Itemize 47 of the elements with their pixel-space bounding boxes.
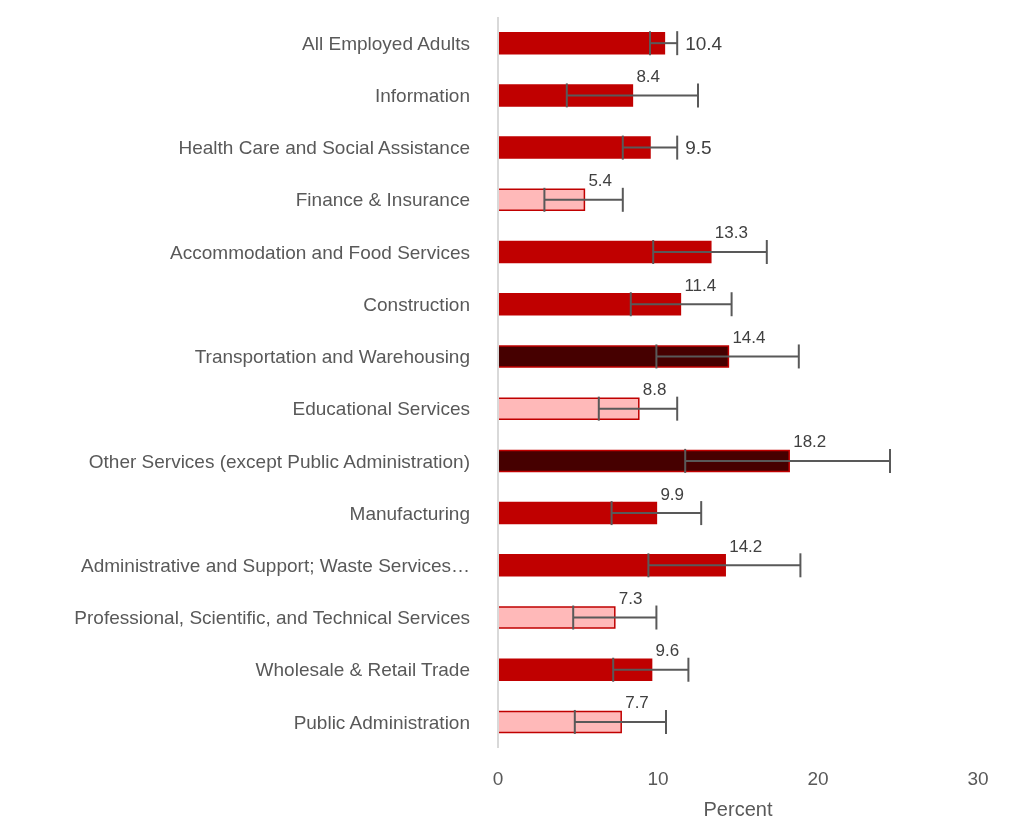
data-label: 18.2: [793, 432, 827, 452]
data-label: 8.4: [636, 66, 661, 86]
bar: [498, 658, 653, 681]
bar: [498, 710, 622, 734]
data-label: 7.7: [625, 693, 649, 713]
y-tick-label: Other Services (except Public Administration): [88, 450, 470, 472]
bar: [498, 449, 790, 473]
bar: [498, 345, 730, 368]
y-tick-label: Accommodation and Food Services: [170, 241, 470, 263]
y-tick-label: Administrative and Support; Waste Services…: [81, 554, 470, 576]
bar: [498, 397, 640, 420]
data-label: 7.3: [618, 588, 643, 608]
y-tick-label: Professional, Scientific, and Technical Services: [74, 607, 470, 629]
y-tick-label: All Employed Adults: [302, 32, 470, 54]
y-tick-label: Wholesale & Retail Trade: [255, 659, 470, 681]
x-tick-label: 10: [647, 768, 669, 790]
y-tick-label: Construction: [363, 293, 470, 315]
x-tick-label: 0: [492, 768, 504, 790]
bar: [498, 240, 712, 264]
x-tick-label: 20: [807, 768, 829, 790]
bar: [498, 501, 658, 525]
data-label: 8.8: [642, 380, 667, 400]
x-tick-label: 30: [967, 768, 989, 790]
data-label: 5.4: [588, 171, 613, 191]
bar: [498, 136, 651, 159]
y-tick-label: Information: [374, 85, 470, 107]
data-label: 9.6: [655, 641, 680, 661]
data-label: 14.4: [732, 327, 766, 347]
x-axis-title: Percent: [703, 798, 773, 820]
bar: [498, 606, 616, 629]
data-label: 10.4: [685, 32, 723, 54]
bar: [498, 292, 682, 316]
y-tick-label: Transportation and Warehousing: [194, 346, 470, 368]
data-label: 9.5: [685, 137, 712, 159]
data-label: 14.2: [729, 536, 763, 556]
bar: [498, 554, 726, 577]
y-tick-label: Manufacturing: [349, 502, 470, 524]
data-label: 9.9: [660, 484, 685, 504]
bar: [498, 31, 666, 55]
bar: [498, 188, 586, 212]
data-label: 13.3: [714, 223, 748, 243]
y-tick-label: Health Care and Social Assistance: [178, 137, 470, 159]
y-tick-label: Educational Services: [292, 398, 470, 420]
data-label: 11.4: [684, 275, 717, 295]
y-tick-label: Public Administration: [293, 711, 470, 733]
y-tick-label: Finance & Insurance: [295, 189, 470, 211]
bar: [498, 84, 634, 107]
